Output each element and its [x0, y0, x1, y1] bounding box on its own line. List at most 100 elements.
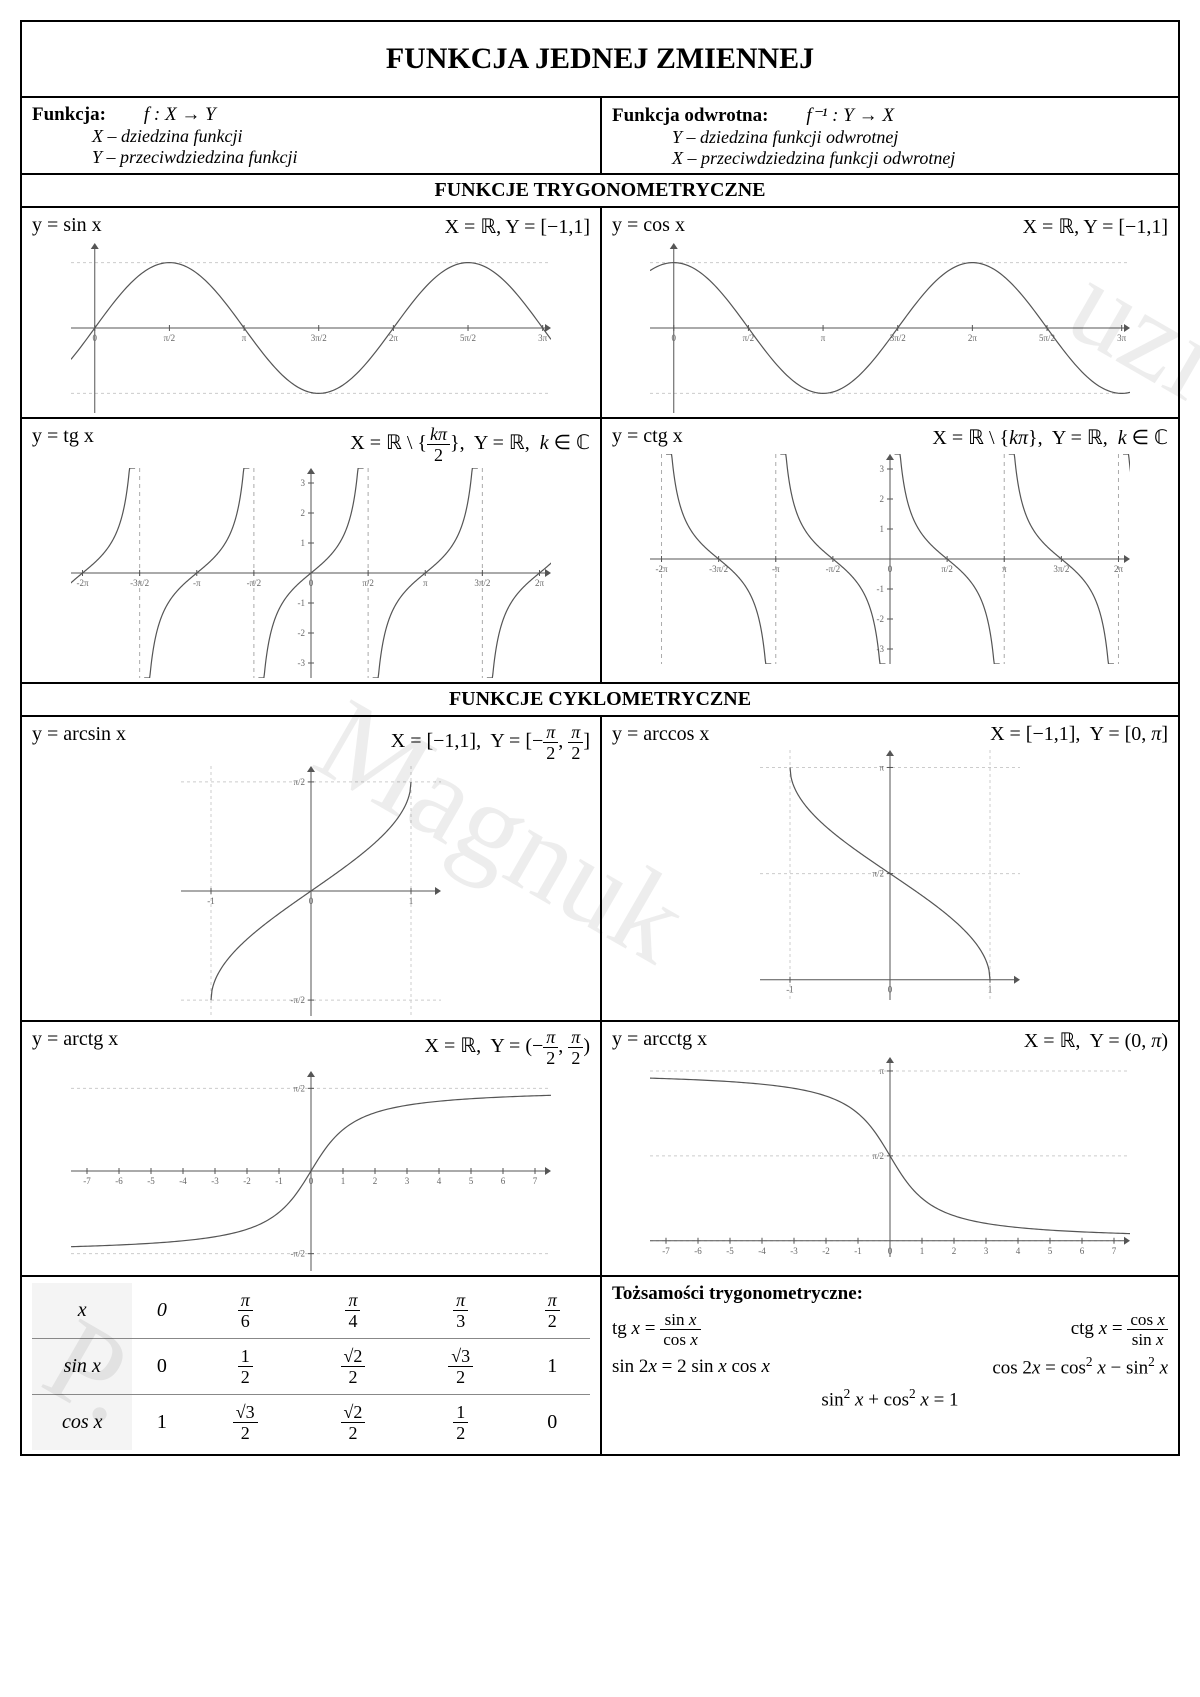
- svg-text:3π/2: 3π/2: [1053, 564, 1069, 574]
- svg-text:0: 0: [888, 985, 893, 995]
- cell-arccos: y = arccos x X = [−1,1], Y = [0, π] -1 0 1…: [600, 717, 1178, 1020]
- def-right-notation: f⁻¹ : Y → X: [806, 105, 894, 126]
- svg-text:-7: -7: [662, 1246, 670, 1256]
- svg-text:0: 0: [888, 1246, 893, 1256]
- def-odwrotna: Funkcja odwrotna: f⁻¹ : Y → X Y – dziedz…: [600, 98, 1178, 173]
- svg-text:2π: 2π: [968, 333, 978, 343]
- svg-text:-3π/2: -3π/2: [709, 564, 728, 574]
- cell-sin: y = sin x X = ℝ, Y = [−1,1] 0π/2π3π/22π5…: [22, 208, 600, 417]
- svg-text:π: π: [879, 1066, 884, 1076]
- plot-tan: -2π-3π/2-π-π/20π/2π3π/22π-3-2-1123: [71, 468, 551, 678]
- ident-pythag: sin2 x + cos2 x = 1: [612, 1386, 1168, 1411]
- svg-text:π/2: π/2: [872, 1151, 884, 1161]
- svg-text:-1: -1: [877, 584, 885, 594]
- def-right-line1: Y – dziedzina funkcji odwrotnej: [672, 127, 1168, 148]
- svg-text:-2: -2: [298, 628, 306, 638]
- svg-text:π/2: π/2: [872, 869, 884, 879]
- page-frame: uzi Magnuk P. FUNKCJA JEDNEJ ZMIENNEJ Fu…: [20, 20, 1180, 1456]
- svg-text:3: 3: [880, 464, 885, 474]
- svg-text:0: 0: [309, 1176, 314, 1186]
- svg-text:7: 7: [1112, 1246, 1117, 1256]
- svg-text:-2: -2: [822, 1246, 830, 1256]
- svg-text:5π/2: 5π/2: [460, 333, 476, 343]
- svg-text:0: 0: [309, 578, 314, 588]
- svg-text:1: 1: [988, 985, 993, 995]
- svg-text:π: π: [242, 333, 247, 343]
- svg-text:3: 3: [984, 1246, 989, 1256]
- svg-text:3π: 3π: [538, 333, 548, 343]
- cell-cos: y = cos x X = ℝ, Y = [−1,1] 0π/2π3π/22π5…: [600, 208, 1178, 417]
- svg-text:-2: -2: [877, 614, 885, 624]
- svg-text:-1: -1: [275, 1176, 283, 1186]
- cell-arcsin: y = arcsin x X = [−1,1], Y = [−π2, π2] -…: [22, 717, 600, 1020]
- plot-cos: 0π/2π3π/22π5π/23π: [650, 243, 1130, 413]
- svg-text:-5: -5: [726, 1246, 734, 1256]
- cell-value-table: x0π6π4π3π2sin x012√22√321cos x1√32√22120: [22, 1277, 600, 1454]
- ident-cos2x: cos 2x = cos2 x − sin2 x: [992, 1354, 1168, 1379]
- svg-text:1: 1: [409, 896, 414, 906]
- svg-text:-π/2: -π/2: [290, 995, 305, 1005]
- svg-text:3: 3: [405, 1176, 410, 1186]
- def-left-label: Funkcja:: [32, 104, 106, 125]
- svg-text:6: 6: [501, 1176, 506, 1186]
- cell-cot: y = ctg x X = ℝ \ {kπ}, Y = ℝ, k ∈ ℂ -2π…: [600, 419, 1178, 682]
- svg-text:0: 0: [93, 333, 98, 343]
- svg-text:-3: -3: [298, 658, 306, 668]
- svg-text:1: 1: [301, 538, 306, 548]
- svg-text:π/2: π/2: [293, 777, 305, 787]
- arctan-fn-label: y = arctg x: [32, 1028, 118, 1067]
- svg-text:-6: -6: [694, 1246, 702, 1256]
- svg-text:2π: 2π: [535, 578, 545, 588]
- svg-text:2: 2: [880, 494, 885, 504]
- svg-text:-π/2: -π/2: [826, 564, 841, 574]
- svg-text:2π: 2π: [1114, 564, 1124, 574]
- cell-arccot: y = arcctg x X = ℝ, Y = (0, π) -7-6-5-4-…: [600, 1022, 1178, 1275]
- svg-text:π/2: π/2: [362, 578, 374, 588]
- svg-text:0: 0: [672, 333, 677, 343]
- svg-text:-4: -4: [179, 1176, 187, 1186]
- svg-text:4: 4: [1016, 1246, 1021, 1256]
- svg-text:3π/2: 3π/2: [311, 333, 327, 343]
- svg-text:-π: -π: [772, 564, 780, 574]
- sin-domain: X = ℝ, Y = [−1,1]: [445, 214, 590, 239]
- svg-text:3: 3: [301, 478, 306, 488]
- svg-text:π/2: π/2: [164, 333, 176, 343]
- svg-text:0: 0: [888, 564, 893, 574]
- arcsin-fn-label: y = arcsin x: [32, 723, 126, 762]
- svg-text:-π/2: -π/2: [247, 578, 262, 588]
- svg-text:-1: -1: [854, 1246, 862, 1256]
- section-trig-header: FUNKCJE TRYGONOMETRYCZNE: [22, 175, 1178, 206]
- cos-domain: X = ℝ, Y = [−1,1]: [1023, 214, 1168, 239]
- svg-text:-π/2: -π/2: [290, 1249, 305, 1259]
- arcsin-domain: X = [−1,1], Y = [−π2, π2]: [391, 723, 590, 762]
- def-left-notation: f : X → Y: [144, 104, 216, 125]
- svg-text:-6: -6: [115, 1176, 123, 1186]
- ident-ctg: ctg x = cos xsin x: [1071, 1311, 1168, 1348]
- cell-arctan: y = arctg x X = ℝ, Y = (−π2, π2) -7-6-5-…: [22, 1022, 600, 1275]
- svg-text:-1: -1: [786, 985, 794, 995]
- svg-text:-2π: -2π: [76, 578, 88, 588]
- plot-cot: -2π-3π/2-π-π/20π/2π3π/22π-3-2-1123: [650, 454, 1130, 664]
- svg-text:1: 1: [341, 1176, 346, 1186]
- arccot-fn-label: y = arcctg x: [612, 1028, 707, 1053]
- svg-text:0: 0: [309, 896, 314, 906]
- cot-fn-label: y = ctg x: [612, 425, 683, 450]
- svg-text:3π: 3π: [1117, 333, 1127, 343]
- def-right-label: Funkcja odwrotna:: [612, 105, 768, 126]
- plot-arctan: -7-6-5-4-3-2-101234567-π/2π/2: [71, 1071, 551, 1271]
- svg-text:π: π: [821, 333, 826, 343]
- def-left-line1: X – dziedzina funkcji: [92, 126, 590, 147]
- def-right-line2: X – przeciwdziedzina funkcji odwrotnej: [672, 148, 1168, 169]
- plot-arccot: -7-6-5-4-3-2-101234567π/2π: [650, 1057, 1130, 1257]
- svg-text:4: 4: [437, 1176, 442, 1186]
- svg-text:-5: -5: [147, 1176, 155, 1186]
- svg-text:1: 1: [880, 524, 885, 534]
- tan-domain: X = ℝ \ {kπ2}, Y = ℝ, k ∈ ℂ: [350, 425, 590, 464]
- section-cyclo-header: FUNKCJE CYKLOMETRYCZNE: [22, 684, 1178, 715]
- arccos-domain: X = [−1,1], Y = [0, π]: [990, 723, 1168, 746]
- cell-tan: y = tg x X = ℝ \ {kπ2}, Y = ℝ, k ∈ ℂ -2π…: [22, 419, 600, 682]
- ident-tg: tg x = sin xcos x: [612, 1311, 701, 1348]
- cell-identities: Tożsamości trygonometryczne: tg x = sin …: [600, 1277, 1178, 1454]
- def-left-line2: Y – przeciwdziedzina funkcji: [92, 147, 590, 168]
- arccos-fn-label: y = arccos x: [612, 723, 709, 746]
